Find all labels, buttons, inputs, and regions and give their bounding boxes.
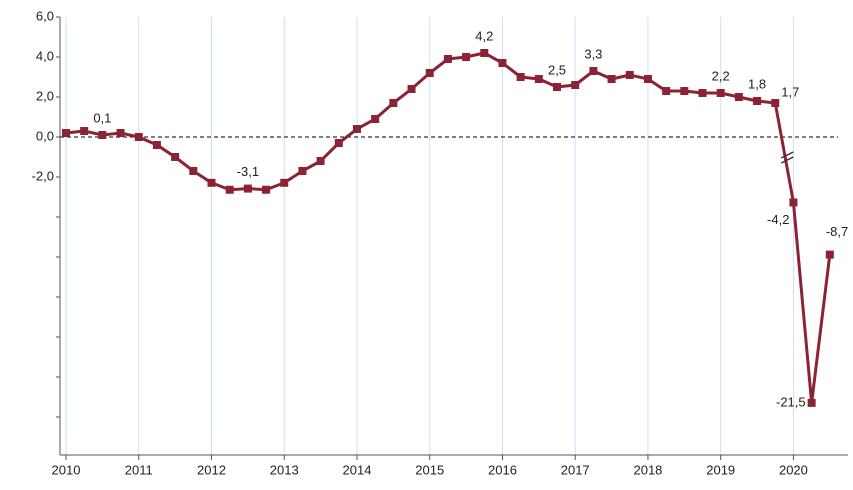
marker xyxy=(462,53,471,61)
x-tick-label: 2013 xyxy=(270,462,299,477)
x-tick-label: 2010 xyxy=(52,462,81,477)
marker xyxy=(789,198,798,207)
marker xyxy=(534,75,543,83)
marker xyxy=(662,87,671,95)
marker xyxy=(389,99,398,107)
y-tick-label: -2,0 xyxy=(32,168,54,183)
x-tick-label: 2011 xyxy=(125,462,153,477)
x-tick-label: 2014 xyxy=(343,462,372,477)
marker xyxy=(352,125,361,133)
y-tick-label: 0,0 xyxy=(36,128,54,143)
x-tick-label: 2012 xyxy=(197,462,226,477)
data-label: 2,2 xyxy=(712,68,730,83)
axis-break xyxy=(780,151,794,164)
marker xyxy=(807,398,816,407)
marker xyxy=(734,93,743,101)
marker xyxy=(243,184,252,193)
marker xyxy=(116,129,125,137)
y-tick-label: 2,0 xyxy=(36,88,54,103)
marker xyxy=(553,83,562,91)
data-label: 0,1 xyxy=(93,110,111,125)
marker xyxy=(753,97,762,105)
marker xyxy=(771,99,780,107)
marker xyxy=(425,69,434,77)
marker xyxy=(680,87,689,95)
y-tick-label: 6,0 xyxy=(36,8,54,23)
marker xyxy=(171,153,180,161)
marker xyxy=(298,167,307,175)
marker xyxy=(480,49,489,57)
marker xyxy=(643,75,652,83)
data-label: 3,3 xyxy=(584,46,602,61)
marker xyxy=(152,141,161,149)
x-tick-label: 2020 xyxy=(779,462,808,477)
y-tick-label: 4,0 xyxy=(36,48,54,63)
marker xyxy=(316,157,325,165)
marker xyxy=(443,55,452,63)
x-tick-label: 2015 xyxy=(415,462,444,477)
marker xyxy=(498,59,507,67)
data-label: 4,2 xyxy=(475,28,493,43)
data-label: 1,7 xyxy=(781,84,799,99)
marker xyxy=(225,185,234,194)
x-tick-label: 2017 xyxy=(561,462,590,477)
marker xyxy=(716,89,725,97)
marker xyxy=(625,71,634,79)
marker xyxy=(98,131,107,139)
marker xyxy=(825,250,834,259)
data-label: -3,1 xyxy=(237,164,259,179)
marker xyxy=(516,73,525,81)
marker xyxy=(607,75,616,83)
data-label: -21,5 xyxy=(776,394,806,409)
x-tick-label: 2019 xyxy=(706,462,735,477)
x-tick-label: 2016 xyxy=(488,462,517,477)
marker xyxy=(571,81,580,89)
marker xyxy=(134,133,143,141)
marker xyxy=(80,127,89,135)
marker xyxy=(262,185,271,194)
marker xyxy=(280,178,289,187)
x-tick-label: 2018 xyxy=(633,462,662,477)
marker xyxy=(371,115,380,123)
minor-ticks xyxy=(56,216,60,418)
marker xyxy=(189,167,198,175)
marker xyxy=(62,129,70,137)
marker xyxy=(698,89,707,97)
data-label: -4,2 xyxy=(767,212,789,227)
marker xyxy=(207,178,216,187)
marker xyxy=(334,139,343,147)
marker xyxy=(407,85,416,93)
data-label: -8,7 xyxy=(826,224,848,239)
data-label: 1,8 xyxy=(748,76,766,91)
data-label: 2,5 xyxy=(548,62,566,77)
marker xyxy=(589,67,598,75)
series-line xyxy=(65,51,832,404)
